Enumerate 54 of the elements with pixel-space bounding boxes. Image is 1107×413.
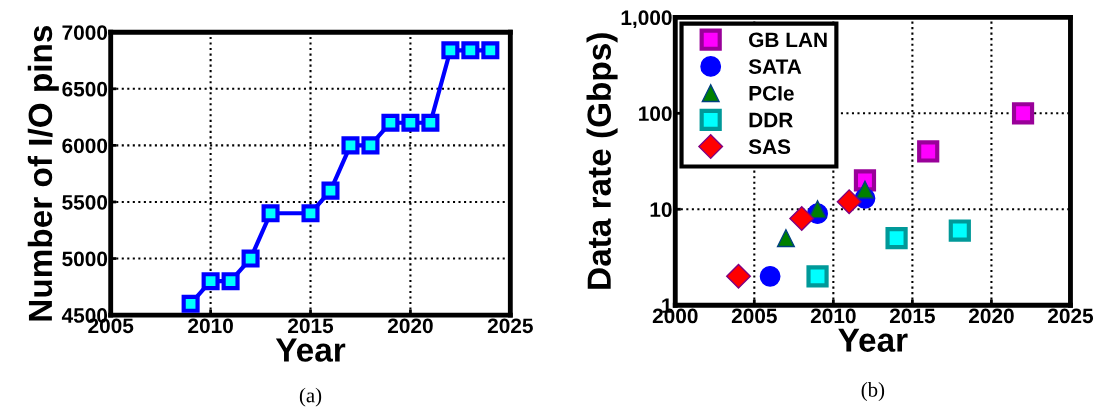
x-tick-label: 2020 <box>387 318 433 334</box>
x-tick-label: 2010 <box>188 318 233 334</box>
point <box>201 272 220 291</box>
point <box>361 136 380 155</box>
legend-label: SATA <box>748 59 802 74</box>
text: (a) <box>299 387 322 407</box>
legend-label: GB LAN <box>749 32 827 48</box>
point <box>401 113 420 132</box>
y-tick-label: 1,000 <box>621 10 672 29</box>
legend-label: PCIe <box>749 85 794 101</box>
y-tick-label: 7000 <box>62 25 108 40</box>
x-tick-label: 2025 <box>1048 308 1094 324</box>
point <box>421 113 440 132</box>
y-axis-title: Data rate (Gbps) <box>586 33 618 289</box>
x-tick-label: 2015 <box>288 318 334 334</box>
x-tick-label: 2015 <box>889 308 935 324</box>
y-tick-label: 5000 <box>62 251 108 267</box>
x-tick-label: 2025 <box>487 318 533 334</box>
point <box>836 189 862 215</box>
point <box>321 181 340 200</box>
point <box>241 249 260 268</box>
point <box>481 41 500 60</box>
point <box>806 265 829 288</box>
x-axis-title: Year <box>275 338 346 362</box>
x-tick-label: 2020 <box>968 308 1014 324</box>
point <box>221 272 240 291</box>
legend-label: SAS <box>748 139 791 155</box>
point <box>181 294 200 313</box>
y-tick-label: 6000 <box>62 138 108 154</box>
y-tick-label: 10 <box>650 202 672 218</box>
y-tick-label: 6500 <box>62 81 108 97</box>
point <box>885 227 908 250</box>
y-tick-label: 100 <box>639 106 672 122</box>
text: (b) <box>861 382 885 402</box>
point <box>808 200 827 219</box>
point <box>461 41 480 60</box>
point <box>1011 102 1035 125</box>
point <box>759 265 781 287</box>
legend-label: DDR <box>749 112 793 128</box>
y-axis-title: Number of I/O pins <box>27 25 59 321</box>
point <box>441 41 460 60</box>
point <box>917 140 940 163</box>
x-tick-label: 2010 <box>810 308 856 324</box>
point <box>776 229 795 248</box>
x-axis-title: Year <box>838 328 908 352</box>
point <box>261 204 280 223</box>
point <box>948 219 971 242</box>
x-tick-label: 2005 <box>731 308 777 324</box>
point <box>301 204 320 223</box>
point <box>341 136 360 155</box>
point <box>789 206 815 232</box>
point <box>381 113 400 132</box>
point <box>726 263 751 289</box>
y-tick-label: 5500 <box>62 194 108 210</box>
